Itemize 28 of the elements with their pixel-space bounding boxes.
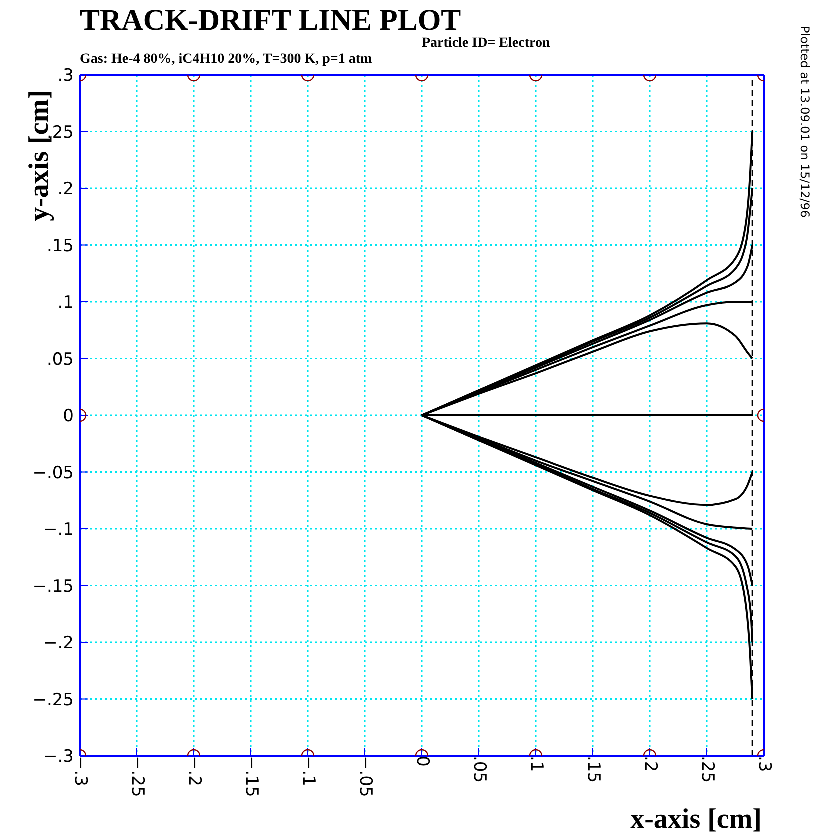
y-tick-label: −.05 bbox=[32, 463, 74, 484]
x-tick-label: −.1 bbox=[298, 756, 318, 786]
y-tick-label: .15 bbox=[46, 236, 74, 256]
x-axis-title: x-axis [cm] bbox=[630, 804, 762, 836]
y-tick-label: .3 bbox=[58, 66, 74, 86]
y-tick-label: 0 bbox=[63, 406, 74, 427]
y-tick-label: .1 bbox=[58, 293, 74, 314]
x-tick-label: .1 bbox=[526, 756, 546, 772]
x-tick-label: .2 bbox=[640, 756, 660, 772]
chart-subtitle: Gas: He-4 80%, iC4H10 20%, T=300 K, p=1 atm bbox=[80, 52, 372, 68]
y-tick-label: −.1 bbox=[44, 520, 74, 540]
x-tick-label: 0 bbox=[412, 756, 432, 767]
y-tick-label: −.15 bbox=[32, 576, 74, 597]
x-tick-label: −.2 bbox=[184, 756, 204, 786]
x-tick-label: .15 bbox=[583, 756, 604, 784]
x-tick-label: .05 bbox=[469, 756, 490, 784]
y-tick-label: −.25 bbox=[32, 690, 74, 710]
chart-title: TRACK-DRIFT LINE PLOT bbox=[80, 4, 462, 37]
y-tick-label: .05 bbox=[46, 350, 74, 370]
x-tick-label: −.15 bbox=[241, 756, 262, 798]
text: Plotted at 13.09.01 on 15/12/96 bbox=[798, 26, 812, 218]
y-tick-label: −.2 bbox=[44, 634, 74, 654]
y-tick-label: .2 bbox=[58, 180, 74, 200]
x-tick-label: .25 bbox=[697, 756, 718, 784]
x-tick-label: −.05 bbox=[355, 756, 376, 798]
x-tick-label: .3 bbox=[754, 756, 774, 772]
x-tick-label: −.25 bbox=[127, 756, 148, 798]
text: Particle ID= Electron bbox=[422, 36, 550, 52]
